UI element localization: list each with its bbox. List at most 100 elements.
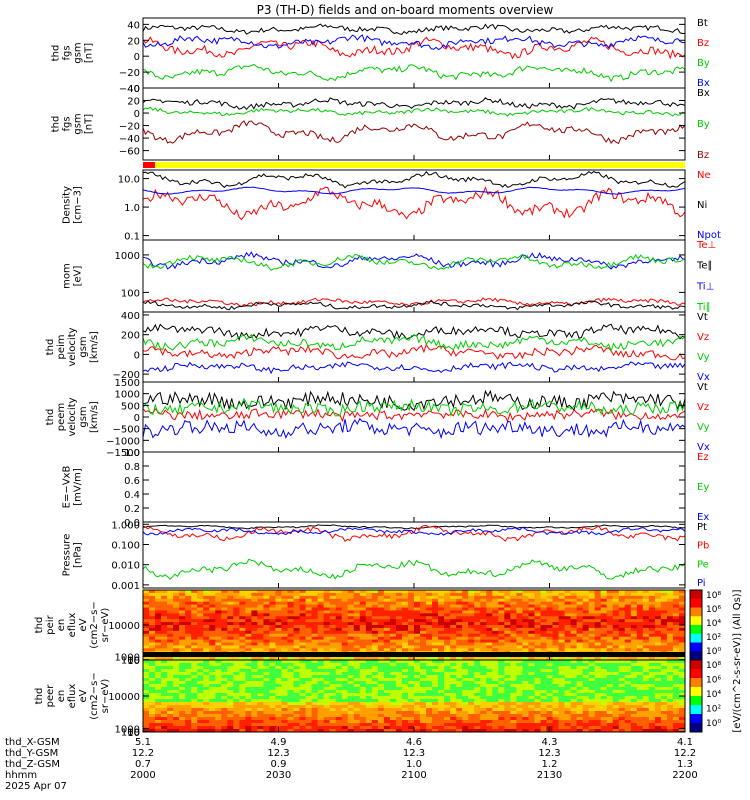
- heatmap-cell: [636, 616, 644, 620]
- y-axis-label: [km/s]: [89, 401, 100, 433]
- heatmap-cell: [492, 645, 499, 649]
- heatmap-cell: [654, 723, 662, 727]
- heatmap-cell: [582, 648, 590, 652]
- heatmap-cell: [197, 699, 204, 703]
- heatmap-cell: [341, 657, 349, 661]
- heatmap-cell: [365, 616, 373, 620]
- heatmap-cell: [456, 684, 463, 688]
- heatmap-cell: [516, 702, 523, 706]
- heatmap-cell: [558, 636, 566, 641]
- heatmap-cell: [197, 711, 204, 715]
- heatmap-cell: [275, 595, 283, 600]
- heatmap-cell: [426, 613, 433, 617]
- heatmap-cell: [389, 642, 397, 646]
- heatmap-cell: [450, 681, 457, 685]
- heatmap-cell: [648, 622, 656, 626]
- heatmap-cell: [149, 717, 156, 721]
- heatmap-cell: [510, 675, 517, 679]
- heatmap-cell: [401, 711, 409, 715]
- heatmap-cell: [197, 684, 204, 688]
- heatmap-cell: [347, 684, 355, 688]
- heatmap-cell: [281, 699, 289, 703]
- heatmap-cell: [426, 622, 433, 626]
- heatmap-cell: [666, 696, 674, 700]
- heatmap-cell: [407, 696, 415, 700]
- heatmap-cell: [383, 678, 391, 682]
- heatmap-cell: [450, 610, 457, 614]
- heatmap-cell: [401, 678, 409, 682]
- heatmap-cell: [552, 660, 560, 664]
- heatmap-cell: [582, 592, 590, 597]
- heatmap-cell: [311, 657, 319, 661]
- heatmap-cell: [438, 610, 445, 614]
- heatmap-cell: [570, 663, 578, 667]
- heatmap-cell: [329, 699, 337, 703]
- heatmap-cell: [462, 708, 469, 712]
- heatmap-cell: [468, 633, 475, 638]
- heatmap-cell: [444, 693, 451, 697]
- heatmap-cell: [233, 598, 240, 603]
- heatmap-cell: [329, 729, 337, 733]
- heatmap-cell: [191, 666, 198, 670]
- heatmap-cell: [426, 729, 433, 733]
- heatmap-cell: [420, 598, 427, 603]
- heatmap-cell: [666, 723, 674, 727]
- heatmap-cell: [311, 705, 319, 709]
- heatmap-cell: [173, 687, 180, 691]
- heatmap-cell: [239, 592, 246, 597]
- heatmap-cell: [191, 663, 198, 667]
- heatmap-cell: [215, 604, 222, 608]
- heatmap-cell: [395, 601, 403, 606]
- heatmap-cell: [600, 675, 608, 679]
- heatmap-cell: [395, 633, 403, 638]
- heatmap-cell: [672, 592, 680, 597]
- heatmap-cell: [353, 717, 361, 721]
- heatmap-cell: [660, 627, 668, 632]
- heatmap-cell: [492, 693, 499, 697]
- heatmap-cell: [377, 645, 385, 649]
- heatmap-cell: [395, 604, 403, 608]
- heatmap-cell: [329, 726, 337, 730]
- y-axis-label: eflux: [67, 684, 78, 709]
- heatmap-cell: [582, 625, 590, 629]
- heatmap-cell: [251, 619, 258, 623]
- heatmap-cell: [660, 726, 668, 730]
- heatmap-cell: [389, 622, 397, 626]
- heatmap-cell: [534, 717, 541, 721]
- heatmap-cell: [377, 598, 385, 603]
- heatmap-cell: [444, 645, 451, 649]
- heatmap-cell: [263, 663, 270, 667]
- y-tick-label: 0: [134, 350, 140, 361]
- heatmap-cell: [564, 684, 572, 688]
- heatmap-cell: [456, 642, 463, 646]
- heatmap-cell: [420, 705, 427, 709]
- heatmap-cell: [215, 708, 222, 712]
- heatmap-cell: [678, 720, 686, 724]
- heatmap-cell: [161, 675, 168, 679]
- heatmap-cell: [606, 675, 614, 679]
- heatmap-cell: [299, 630, 307, 635]
- heatmap-cell: [161, 648, 168, 652]
- heatmap-cell: [504, 684, 511, 688]
- heatmap-cell: [510, 666, 517, 670]
- heatmap-cell: [155, 607, 162, 611]
- heatmap-cell: [618, 711, 626, 715]
- y-tick-label: −1500: [106, 448, 140, 459]
- heatmap-cell: [624, 607, 632, 611]
- heatmap-cell: [570, 717, 578, 721]
- heatmap-cell: [522, 714, 529, 718]
- heatmap-cell: [179, 613, 186, 617]
- heatmap-cell: [149, 601, 156, 606]
- heatmap-cell: [287, 613, 295, 617]
- panel-frame: [142, 169, 686, 241]
- heatmap-cell: [407, 642, 415, 646]
- heatmap-cell: [269, 720, 276, 724]
- heatmap-cell: [504, 678, 511, 682]
- heatmap-cell: [293, 666, 301, 670]
- heatmap-cell: [648, 687, 656, 691]
- heatmap-cell: [504, 607, 511, 611]
- heatmap-cell: [161, 604, 168, 608]
- heatmap-cell: [239, 702, 246, 706]
- heatmap-cell: [395, 726, 403, 730]
